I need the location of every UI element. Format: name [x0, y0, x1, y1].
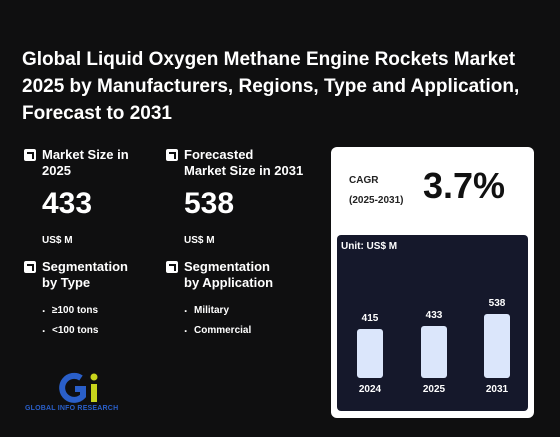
forecast-size-label-line1: Forecasted: [184, 147, 254, 162]
forecast-size-stat: Forecasted Market Size in 2031 538 US$ M: [166, 147, 303, 246]
market-size-label-line2: 2025: [42, 163, 71, 178]
list-item: <100 tons: [42, 324, 128, 338]
forecast-size-unit: US$ M: [184, 235, 215, 246]
forecast-size-value: 538: [184, 187, 235, 220]
list-item: Military: [184, 304, 273, 318]
segmentation-application-list: Military Commercial: [184, 304, 273, 338]
chart-bar: [421, 326, 447, 378]
logo: GLOBAL INFO RESEARCH: [25, 372, 145, 418]
chart-bar: [484, 314, 510, 378]
segmentation-type-label-line2: by Type: [42, 275, 91, 290]
segmentation-application: Segmentation by Application Military Com…: [166, 259, 273, 345]
list-item: Commercial: [184, 324, 273, 338]
market-size-stat: Market Size in 2025 433 US$ M: [24, 147, 129, 246]
list-item: ≥100 tons: [42, 304, 128, 318]
logo-text: GLOBAL INFO RESEARCH: [25, 405, 119, 412]
arrow-icon: [24, 261, 36, 273]
chart-bar-value: 538: [488, 298, 506, 309]
segmentation-type-label-line1: Segmentation: [42, 259, 128, 274]
segmentation-application-label-line2: by Application: [184, 275, 274, 290]
market-size-value: 433: [42, 187, 93, 220]
market-size-unit: US$ M: [42, 235, 73, 246]
market-size-label-line1: Market Size in: [42, 147, 129, 162]
chart-unit-label: Unit: US$ M: [341, 241, 398, 252]
chart-category-label: 2031: [485, 384, 509, 395]
segmentation-type-list: ≥100 tons <100 tons: [42, 304, 128, 338]
arrow-icon: [166, 261, 178, 273]
segmentation-type: Segmentation by Type ≥100 tons <100 tons: [24, 259, 128, 345]
forecast-size-label-line2: Market Size in 2031: [184, 163, 304, 178]
forecast-size-label: Forecasted Market Size in 2031: [166, 147, 303, 179]
segmentation-application-label: Segmentation by Application: [166, 259, 273, 291]
arrow-icon: [24, 149, 36, 161]
cagr-label: CAGR: [349, 175, 379, 186]
chart-category-label: 2025: [422, 384, 446, 395]
segmentation-type-label: Segmentation by Type: [24, 259, 128, 291]
cagr-period: (2025-2031): [349, 195, 404, 206]
chart-bar-value: 415: [361, 313, 379, 324]
bar-chart: Unit: US$ M 415 2024 433 2025 538 2031: [337, 235, 528, 411]
market-size-label: Market Size in 2025: [24, 147, 129, 179]
chart-bar: [357, 329, 383, 378]
arrow-icon: [166, 149, 178, 161]
page-title: Global Liquid Oxygen Methane Engine Rock…: [22, 49, 520, 124]
logo-mark-icon: [59, 372, 98, 403]
cagr-card: CAGR (2025-2031) 3.7% Unit: US$ M 415 202…: [331, 147, 534, 418]
chart-bar-value: 433: [425, 310, 443, 321]
chart-category-label: 2024: [358, 384, 382, 395]
cagr-value: 3.7%: [423, 165, 506, 206]
segmentation-application-label-line1: Segmentation: [184, 259, 270, 274]
